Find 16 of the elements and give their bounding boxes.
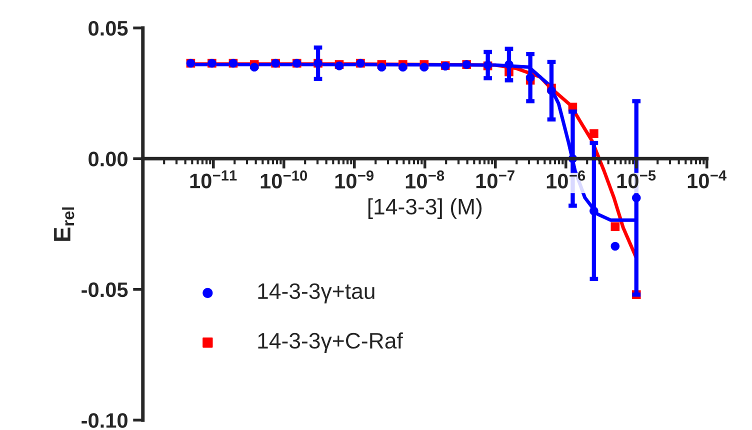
x-tick-label: 10$^{−11}$ — [190, 170, 237, 188]
y-axis-title: E$_{rel}$ — [54, 207, 74, 241]
x-tick-label: 10$^{−8}$ — [406, 170, 444, 189]
x-tick-label: 10$^{−5}$ — [617, 170, 656, 188]
y-tick-label: -0.05 — [82, 282, 128, 298]
x-tick-label: 10$^{−9}$ — [335, 170, 374, 189]
x-tick-label: 10$^{−4}$ — [688, 170, 726, 188]
x-axis-title: [14-3-3] (M) — [368, 198, 482, 219]
legend-label: 14-3-3γ+tau — [258, 283, 374, 304]
x-tick-label: 10$^{−6}$ — [546, 170, 586, 189]
x-tick-label: 10$^{−10}$ — [260, 170, 308, 189]
y-tick-label: -0.10 — [82, 413, 128, 428]
legend-label: 14-3-3γ+C-Raf — [258, 332, 403, 354]
x-tick-label: 10$^{−7}$ — [476, 170, 514, 188]
y-tick-label: 0.05 — [88, 20, 128, 36]
y-tick-label: 0.00 — [88, 152, 128, 166]
